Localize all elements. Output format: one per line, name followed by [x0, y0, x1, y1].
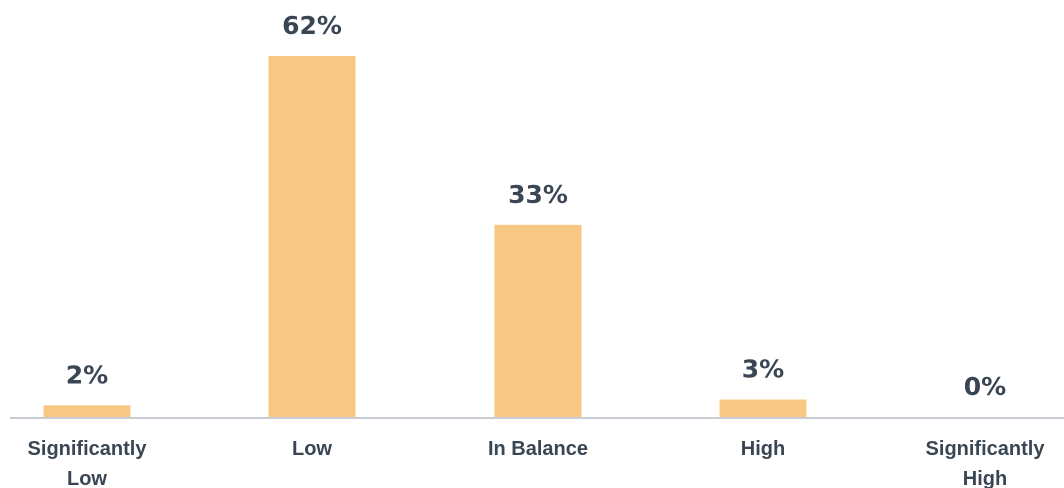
bar-2: [494, 224, 582, 417]
data-label-0: 2%: [66, 360, 108, 389]
category-label-2-line-0: In Balance: [488, 438, 588, 460]
category-label-3-line-0: High: [741, 438, 785, 460]
category-label-1-line-0: Low: [292, 438, 332, 460]
category-label-4-line-1: High: [963, 468, 1007, 488]
bars-group: [43, 56, 807, 417]
category-label-4-line-0: Significantly: [926, 438, 1046, 460]
bar-0: [43, 405, 131, 417]
data-label-3: 3%: [742, 355, 784, 384]
data-label-4: 0%: [964, 372, 1006, 401]
data-label-2: 33%: [508, 180, 568, 209]
category-label-0-line-1: Low: [67, 468, 107, 488]
category-labels-group: Significantly Low Low In Balance High Signifi…: [28, 438, 1046, 488]
bar-1: [268, 56, 356, 417]
bar-3: [719, 399, 807, 417]
category-label-0-line-0: Significantly: [28, 438, 148, 460]
data-label-1: 62%: [282, 11, 342, 40]
data-labels-group: 2% 62% 33% 3% 0%: [66, 11, 1006, 401]
